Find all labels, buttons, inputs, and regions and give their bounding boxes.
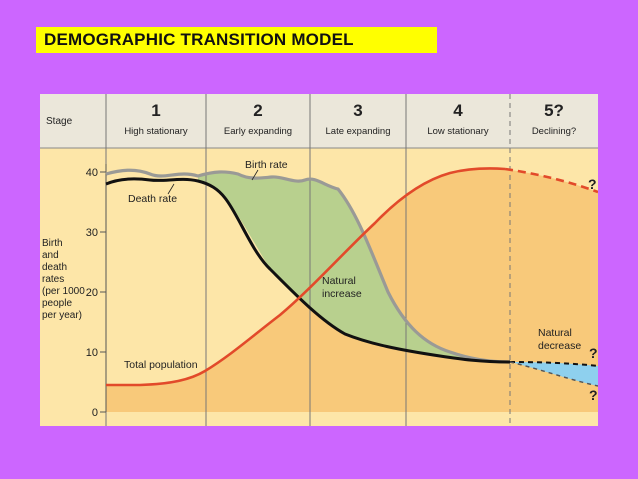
birth-rate-line (105, 168, 511, 364)
population-line (106, 167, 506, 387)
question-mark-death-rate: ? (589, 387, 598, 403)
y-axis-label-line-1: Birth (42, 238, 63, 249)
y-axis-label-line-7: per year) (42, 310, 82, 321)
question-mark-population: ? (588, 176, 597, 192)
y-tick-10: 10 (86, 347, 98, 359)
death-rate-projected (509, 361, 599, 387)
natural-increase-label-line-2: increase (322, 288, 362, 300)
stage-1-number: 1 (151, 101, 160, 120)
y-tick-0: 0 (92, 407, 98, 419)
stage-4-number: 4 (453, 101, 463, 120)
y-axis-label-line-2: and (42, 250, 59, 261)
birth-rate-label: Birth rate (245, 159, 288, 171)
stage-3-name: Late expanding (326, 126, 391, 137)
natural-decrease-label-line-1: Natural (538, 327, 572, 339)
natural-increase-label-line-1: Natural (322, 275, 356, 287)
page-title: DEMOGRAPHIC TRANSITION MODEL (36, 27, 437, 53)
y-tick-40: 40 (86, 167, 98, 179)
stage-3-number: 3 (353, 101, 362, 120)
y-axis-label-line-5: (per 1000 (42, 286, 85, 297)
total-population-label: Total population (124, 359, 198, 371)
death-rate-label: Death rate (128, 193, 177, 205)
stage-5-number: 5? (544, 101, 564, 120)
stage-header-label: Stage (46, 116, 73, 127)
stage-4-name: Low stationary (427, 126, 489, 137)
y-axis-label-line-6: people (42, 298, 72, 309)
y-axis-label-line-3: death (42, 262, 67, 273)
stage-1-name: High stationary (124, 126, 188, 137)
stage-2-number: 2 (253, 101, 262, 120)
natural-increase-area (198, 171, 510, 362)
demographic-transition-diagram: Stage 1 High stationary 2 Early expandin… (40, 94, 599, 426)
question-mark-birth-rate: ? (589, 345, 598, 361)
natural-decrease-label-line-2: decrease (538, 340, 581, 352)
stage-2-name: Early expanding (224, 126, 292, 137)
stage-header-strip (40, 94, 598, 148)
death-rate-line (105, 177, 511, 364)
natural-decrease-area (510, 362, 598, 386)
y-tick-30: 30 (86, 227, 98, 239)
stage-5-name: Declining? (532, 126, 576, 137)
y-tick-20: 20 (86, 287, 98, 299)
y-axis-label-line-4: rates (42, 274, 64, 285)
